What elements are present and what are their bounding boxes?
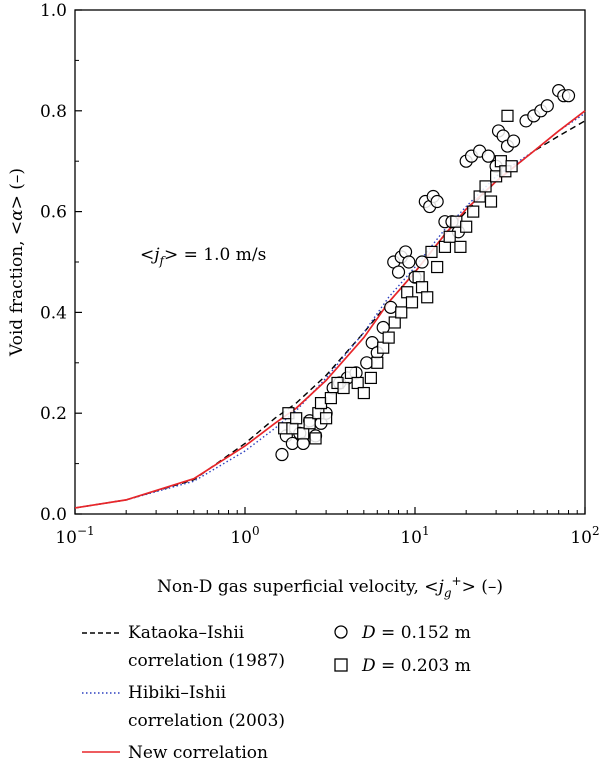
point-d203 (290, 412, 303, 425)
legend-marker-circle (334, 625, 348, 639)
point-d152 (415, 255, 429, 269)
point-d203 (344, 366, 358, 379)
plot-area: 0.0 0.2 0.4 0.6 0.8 1.0 10−1 100 101 102 (40, 1, 600, 548)
y-tick-label: 0.4 (40, 303, 67, 323)
point-d203 (309, 432, 322, 445)
axis-ticks: 0.0 0.2 0.4 0.6 0.8 1.0 10−1 100 101 102 (40, 1, 600, 548)
legend-label-hibiki-2: correlation (2003) (128, 711, 285, 731)
x-axis-title: Non-D gas superficial velocity, <jg+> (–… (157, 574, 503, 600)
point-d203 (371, 356, 384, 369)
point-d152 (285, 436, 299, 451)
point-d203 (460, 220, 473, 233)
legend-label-d152: D = 0.152 m (361, 623, 471, 643)
point-d203 (351, 376, 364, 390)
y-tick-label: 0.0 (40, 505, 67, 525)
x-tick-label: 102 (570, 524, 599, 548)
legend-label-kataoka-1: Kataoka–Ishii (128, 623, 245, 643)
point-d152 (540, 99, 554, 113)
y-tick-label: 0.2 (40, 404, 67, 424)
point-d203 (473, 190, 486, 203)
y-tick-label: 0.8 (40, 102, 67, 122)
data-points (275, 84, 576, 462)
point-d203 (415, 281, 429, 294)
legend-label-kataoka-2: correlation (1987) (128, 651, 285, 671)
point-d152 (430, 194, 444, 209)
point-d152 (506, 134, 521, 148)
point-d203 (484, 195, 498, 208)
point-d203 (479, 180, 492, 193)
point-d203 (425, 245, 438, 259)
point-d203 (382, 331, 395, 344)
point-d203 (494, 155, 507, 168)
point-d203 (412, 271, 425, 284)
point-d203 (324, 391, 337, 405)
point-d203 (467, 205, 480, 218)
legend-label-d203: D = 0.203 m (361, 656, 471, 676)
point-d203 (443, 230, 456, 243)
point-d203 (357, 386, 370, 400)
point-d203 (303, 417, 316, 430)
line-kataoka-ishii (74, 120, 586, 509)
point-d203 (395, 306, 408, 319)
point-d152 (481, 149, 495, 163)
legend: Kataoka–Ishii correlation (1987) Hibiki–… (82, 623, 471, 763)
point-d203 (454, 240, 467, 253)
legend-marker-square (334, 658, 348, 672)
point-d152 (360, 356, 374, 370)
x-tick-label: 100 (230, 524, 259, 548)
point-d203 (505, 160, 518, 173)
point-d203 (438, 240, 452, 253)
point-d152 (384, 300, 398, 314)
point-d152 (275, 447, 289, 462)
point-d152 (561, 89, 576, 103)
point-d203 (297, 427, 310, 440)
y-axis-title: Void fraction, <α> (–) (7, 168, 27, 357)
x-tick-label: 10−1 (55, 524, 94, 548)
point-d203 (421, 291, 434, 304)
point-d203 (337, 381, 350, 395)
point-d203 (405, 296, 419, 309)
point-d203 (377, 341, 390, 354)
point-d203 (320, 412, 333, 425)
point-d203 (388, 316, 401, 329)
y-tick-label: 1.0 (40, 1, 67, 21)
point-d203 (501, 109, 514, 122)
point-d203 (401, 286, 414, 299)
point-d203 (364, 371, 377, 385)
point-d152 (391, 265, 406, 279)
point-d152 (402, 255, 416, 269)
point-d203 (286, 422, 299, 435)
legend-label-new: New correlation (128, 743, 268, 763)
legend-label-hibiki-1: Hibiki–Ishii (128, 683, 227, 703)
y-tick-label: 0.6 (40, 203, 67, 223)
x-tick-label: 101 (400, 524, 429, 548)
point-d203 (431, 260, 444, 274)
annotation-jf: <jf> = 1.0 m/s (140, 245, 266, 268)
